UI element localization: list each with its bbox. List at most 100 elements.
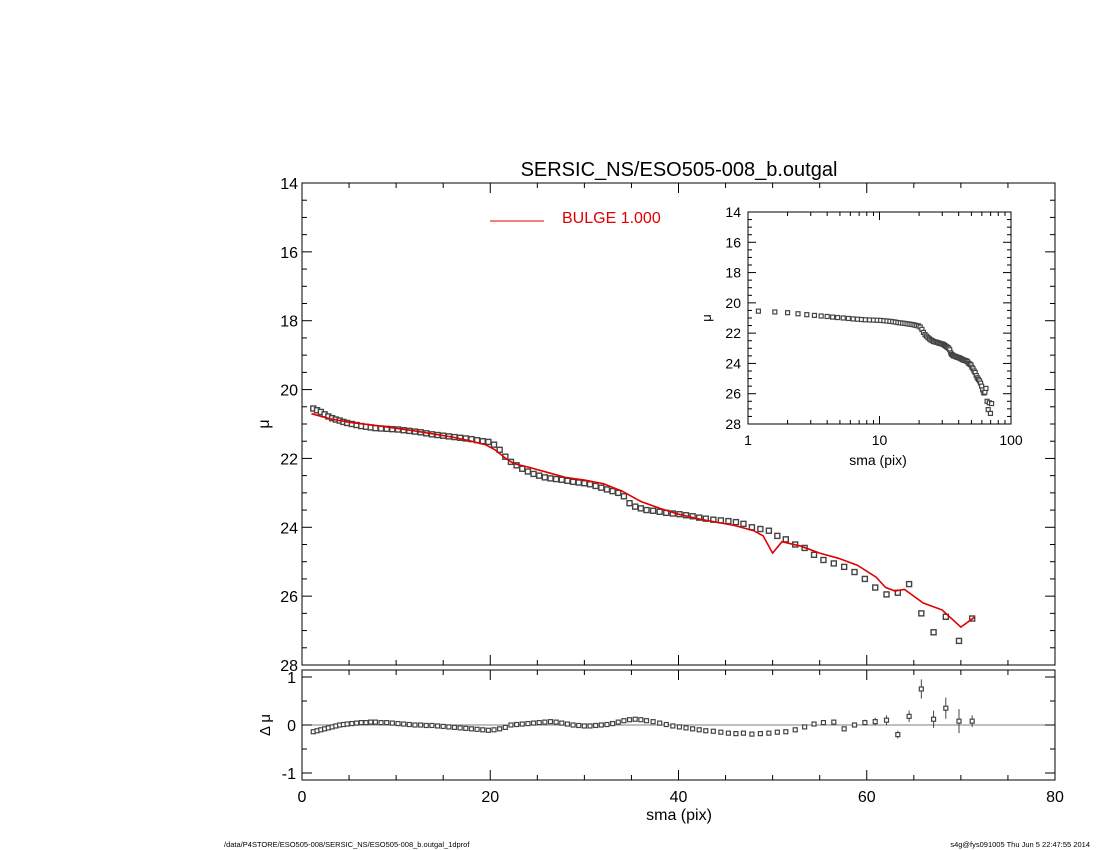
main-data-point xyxy=(620,493,628,500)
main-data-point xyxy=(524,468,532,475)
residual-data-point xyxy=(434,723,441,729)
main-data-point xyxy=(552,475,560,483)
residual-data-point xyxy=(621,718,627,724)
residual-data-point xyxy=(363,719,369,726)
residual-data-point xyxy=(626,717,633,723)
main-data-point xyxy=(586,481,594,488)
inset-data-point xyxy=(818,313,824,319)
main-data-point xyxy=(740,520,747,528)
residual-data-point xyxy=(969,718,975,724)
main-y-axis-label: μ xyxy=(256,419,273,428)
residual-data-point xyxy=(740,730,747,736)
residual-data-point xyxy=(811,721,817,727)
footer-file-path: /data/P4STORE/ESO505-008/SERSIC_NS/ESO50… xyxy=(224,840,470,849)
residual-data-point xyxy=(372,719,379,725)
residual-data-point xyxy=(593,722,599,729)
residual-data-point xyxy=(547,719,554,725)
residual-data-point xyxy=(872,719,878,725)
main-y-tick-label: 24 xyxy=(280,520,298,537)
residual-x-tick-label: 40 xyxy=(670,789,688,806)
main-data-point xyxy=(643,506,650,514)
residual-data-point xyxy=(412,722,418,728)
residual-data-point xyxy=(663,721,669,728)
residual-data-point xyxy=(519,721,525,727)
main-title: SERSIC_NS/ESO505-008_b.outgal xyxy=(521,159,838,181)
residual-data-point xyxy=(553,719,559,725)
main-data-point xyxy=(626,499,633,507)
main-data-point xyxy=(569,478,577,486)
residual-data-point xyxy=(757,731,763,737)
residual-data-point xyxy=(576,722,582,729)
inset-y-axis-label: μ xyxy=(699,314,714,322)
residual-data-point xyxy=(683,725,689,731)
main-data-point xyxy=(696,514,703,521)
inset-data-point xyxy=(804,312,810,318)
main-data-point xyxy=(702,515,709,522)
main-data-point xyxy=(519,465,526,472)
inset-y-tick-label: 28 xyxy=(725,416,741,432)
residual-data-point xyxy=(581,723,587,729)
residual-data-point xyxy=(604,721,610,728)
inset-data-point xyxy=(989,400,995,407)
residual-data-point xyxy=(401,721,407,727)
residual-data-point xyxy=(862,719,868,726)
inset-y-tick-label: 20 xyxy=(725,295,741,311)
footer-user-timestamp: s4g@fys091005 Thu Jun 5 22:47:55 2014 xyxy=(950,840,1090,849)
inset-y-tick-label: 26 xyxy=(725,386,741,402)
residual-data-point xyxy=(766,730,772,736)
main-y-tick-label: 26 xyxy=(280,589,298,606)
legend-label: BULGE 1.000 xyxy=(562,210,661,227)
main-data-point xyxy=(575,479,582,486)
residual-y-tick-label: -1 xyxy=(282,766,296,783)
main-data-point xyxy=(840,563,848,571)
inset-data-point xyxy=(840,315,846,321)
bulge-model-line xyxy=(311,412,976,629)
inset-data-point xyxy=(987,410,994,416)
residual-data-point xyxy=(491,727,497,733)
inset-data-point xyxy=(755,308,762,314)
residual-data-point xyxy=(918,686,924,692)
inset-data-point xyxy=(824,313,830,320)
main-data-point xyxy=(883,591,890,598)
residual-data-points xyxy=(310,679,975,739)
inset-y-tick-label: 22 xyxy=(725,325,741,341)
inset-y-tick-label: 16 xyxy=(725,234,741,250)
residual-data-point xyxy=(485,727,491,733)
residual-data-point xyxy=(389,720,395,726)
main-y-tick-labels: 14 16 18 20 22 24 26 28 xyxy=(280,176,298,675)
residual-data-point xyxy=(690,726,696,732)
residual-data-point xyxy=(710,728,716,734)
main-data-point xyxy=(765,527,773,534)
residual-data-point xyxy=(384,719,390,726)
residual-data-point xyxy=(423,722,429,729)
residual-data-point xyxy=(802,724,808,730)
main-data-point xyxy=(592,482,599,490)
main-data-point xyxy=(547,475,554,482)
inset-y-tick-label: 24 xyxy=(725,355,741,371)
inset-data-point xyxy=(830,314,836,320)
main-data-point xyxy=(810,551,818,559)
residual-data-point xyxy=(474,726,480,732)
inset-data-point xyxy=(850,316,856,322)
residual-data-point xyxy=(559,720,565,726)
residual-data-point xyxy=(457,725,463,731)
residual-data-point xyxy=(676,724,683,730)
main-y-tick-label: 16 xyxy=(280,245,298,262)
main-data-point xyxy=(918,610,925,617)
inset-data-point xyxy=(784,310,791,316)
inset-data-point xyxy=(772,309,778,315)
main-data-point xyxy=(930,629,937,636)
residual-data-point xyxy=(344,721,350,727)
main-data-point xyxy=(649,507,657,514)
inset-data-point xyxy=(983,385,989,392)
main-data-point xyxy=(905,580,913,588)
inset-y-tick-label: 14 xyxy=(725,204,741,220)
residual-x-tick-label: 0 xyxy=(298,789,307,806)
residual-data-point xyxy=(530,720,537,726)
main-data-point xyxy=(757,525,764,533)
residual-data-point xyxy=(895,731,901,738)
residual-data-point xyxy=(615,719,621,725)
inset-data-point xyxy=(845,315,851,322)
residual-y-tick-label: 1 xyxy=(287,670,296,687)
